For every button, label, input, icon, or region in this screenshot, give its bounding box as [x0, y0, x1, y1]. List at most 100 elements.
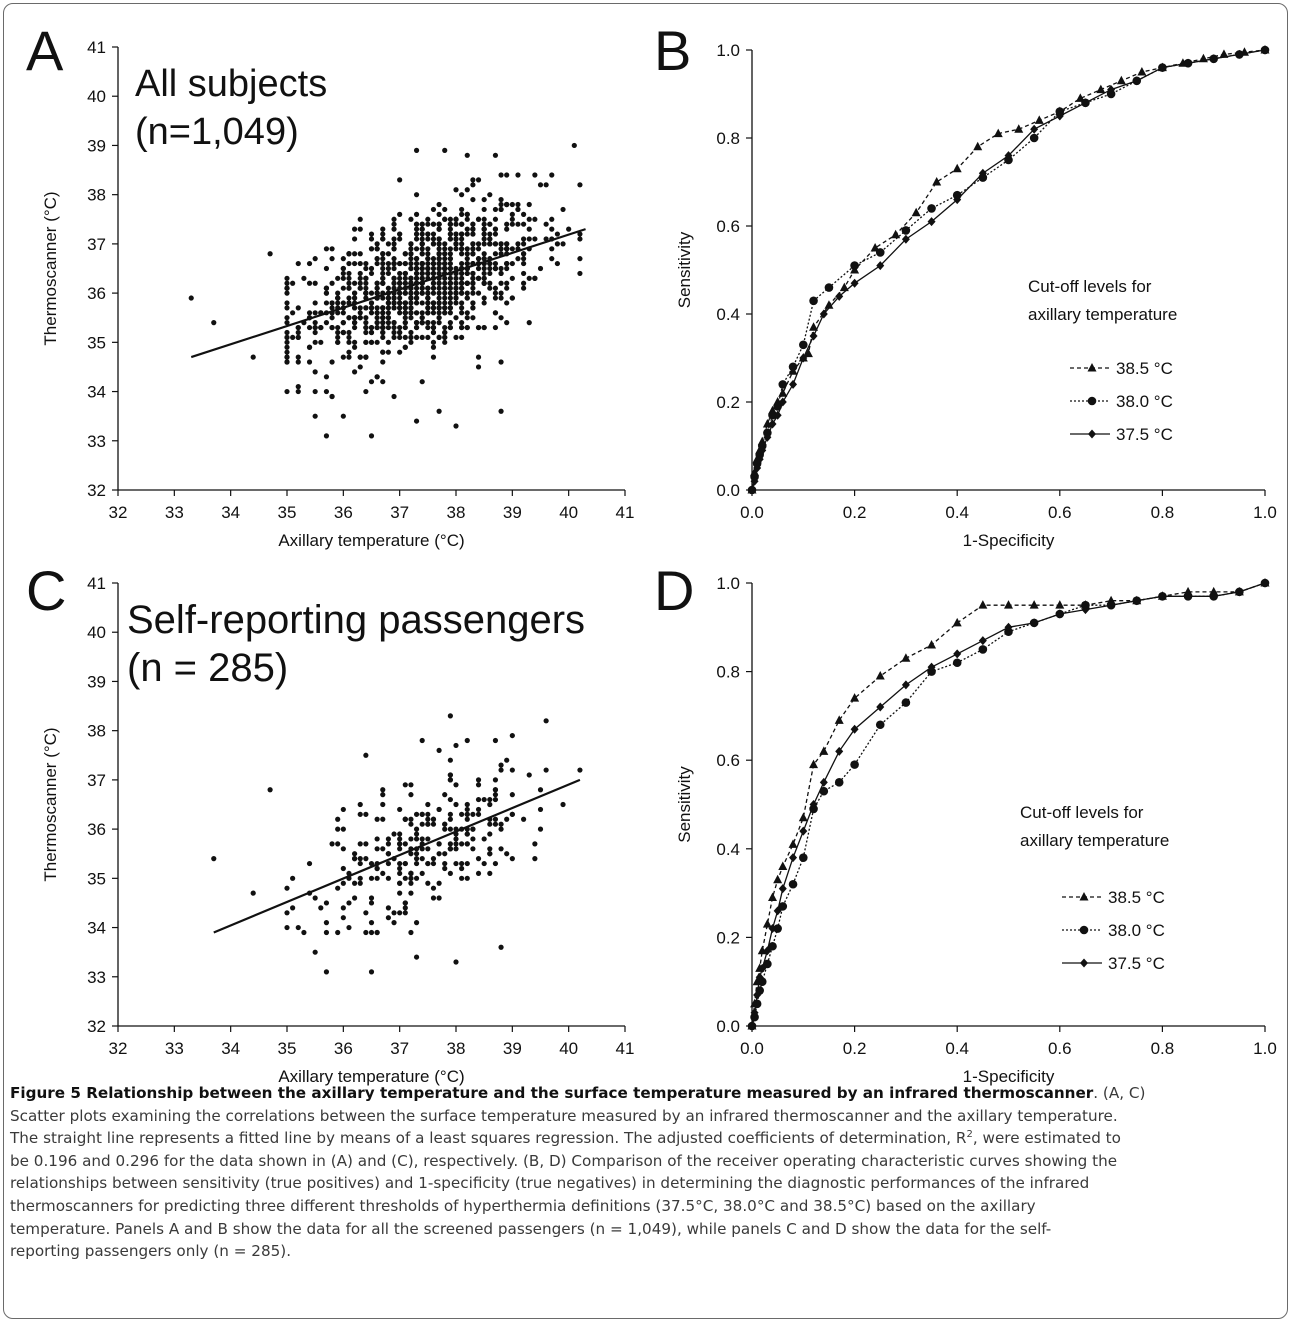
- scatter-point: [425, 334, 431, 341]
- scatter-point: [397, 329, 403, 336]
- scatter-point: [408, 305, 414, 311]
- scatter-point: [521, 285, 527, 291]
- scatter-point: [357, 801, 363, 808]
- scatter-point: [368, 231, 375, 237]
- scatter-point: [442, 241, 448, 247]
- scatter-point: [487, 241, 493, 247]
- scatter-point: [459, 211, 465, 217]
- scatter-point: [385, 295, 391, 301]
- scatter-point: [442, 256, 448, 262]
- scatter-point: [436, 285, 442, 291]
- scatter-point: [577, 270, 583, 277]
- scatter-point: [487, 801, 493, 808]
- scatter-point: [526, 216, 532, 222]
- scatter-point: [413, 811, 420, 817]
- scatter-point: [453, 221, 459, 227]
- caption-line3b: , were estimated to: [972, 1129, 1121, 1148]
- scatter-point: [475, 856, 482, 862]
- scatter-point: [430, 324, 437, 331]
- roc-triangle-marker: [762, 419, 772, 428]
- scatter-point: [442, 290, 448, 296]
- roc-triangle-marker: [778, 861, 788, 871]
- scatter-point: [323, 900, 330, 906]
- scatter-point: [560, 801, 566, 808]
- scatter-point: [402, 816, 408, 822]
- scatter-point: [459, 231, 465, 237]
- panel-b-y-tick-label: 1.0: [716, 41, 740, 60]
- scatter-point: [447, 320, 453, 326]
- scatter-point: [413, 300, 420, 306]
- scatter-point: [492, 777, 499, 783]
- scatter-point: [385, 270, 391, 277]
- scatter-point: [413, 836, 420, 842]
- scatter-point: [470, 285, 476, 291]
- figure-caption: Figure 5 Relationship between the axilla…: [10, 1082, 1282, 1263]
- panel-c-x-axis-label: Axillary temperature (°C): [278, 1067, 464, 1086]
- scatter-point: [329, 359, 335, 365]
- scatter-point: [419, 231, 425, 237]
- scatter-point: [211, 856, 217, 862]
- scatter-point: [532, 172, 538, 178]
- scatter-point: [453, 300, 459, 306]
- scatter-point: [368, 900, 375, 906]
- scatter-point: [323, 969, 330, 975]
- scatter-point: [459, 324, 465, 331]
- scatter-point: [397, 236, 403, 242]
- roc-diamond-marker: [1132, 76, 1141, 86]
- scatter-point: [447, 216, 453, 222]
- scatter-point: [419, 856, 425, 862]
- scatter-point: [447, 260, 453, 267]
- roc-diamond-marker: [953, 649, 962, 659]
- scatter-point: [436, 334, 442, 341]
- scatter-point: [436, 851, 442, 857]
- roc-series-line: [751, 582, 1266, 1027]
- scatter-point: [419, 836, 425, 842]
- panel-b-y-tick-label: 0.6: [716, 217, 740, 236]
- scatter-point: [447, 290, 453, 296]
- scatter-point: [459, 280, 465, 286]
- scatter-point: [521, 251, 527, 257]
- scatter-point: [363, 388, 369, 395]
- roc-triangle-marker: [1004, 600, 1013, 609]
- scatter-point: [577, 236, 583, 242]
- scatter-point: [515, 206, 521, 213]
- scatter-point: [352, 895, 358, 901]
- scatter-point: [397, 860, 403, 867]
- scatter-point: [397, 841, 403, 847]
- scatter-point: [492, 260, 499, 267]
- scatter-point: [397, 846, 403, 852]
- scatter-point: [498, 201, 504, 208]
- scatter-point: [487, 270, 493, 277]
- scatter-point: [425, 295, 431, 301]
- legend-entry-label: 38.5 °C: [1108, 888, 1165, 907]
- scatter-point: [509, 811, 515, 817]
- scatter-point: [419, 320, 425, 326]
- scatter-point: [385, 875, 391, 881]
- scatter-point: [436, 265, 442, 272]
- scatter-point: [481, 295, 487, 301]
- scatter-point: [284, 910, 290, 916]
- scatter-point: [571, 142, 577, 149]
- scatter-point: [487, 280, 493, 286]
- scatter-point: [380, 251, 386, 257]
- panel-c-x-tick-label: 38: [447, 1039, 466, 1058]
- panel-d-y-tick-label: 0.2: [716, 928, 740, 947]
- scatter-point: [391, 226, 397, 232]
- scatter-point: [487, 831, 493, 837]
- panel-c-x-tick-label: 37: [390, 1039, 409, 1058]
- scatter-point: [397, 211, 403, 217]
- scatter-point: [335, 334, 341, 341]
- scatter-point: [492, 152, 499, 158]
- scatter-point: [290, 280, 296, 286]
- scatter-point: [447, 796, 453, 803]
- scatter-point: [357, 364, 363, 370]
- scatter-point: [492, 231, 499, 237]
- scatter-point: [346, 900, 352, 906]
- scatter-point: [295, 305, 301, 311]
- scatter-point: [549, 226, 555, 232]
- scatter-point: [577, 767, 583, 773]
- scatter-point: [419, 236, 425, 242]
- panel-a-y-tick-label: 38: [87, 186, 106, 205]
- scatter-point: [374, 310, 380, 316]
- scatter-point: [475, 216, 482, 222]
